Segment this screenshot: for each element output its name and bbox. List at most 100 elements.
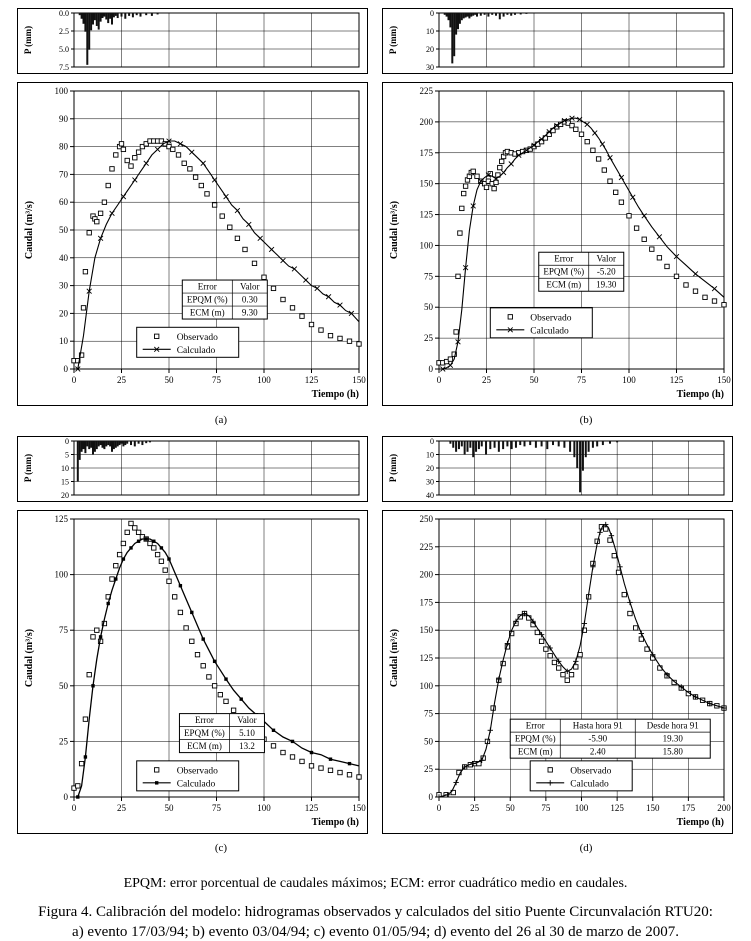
xtick-label: 75 xyxy=(212,375,222,385)
x-axis-label: Tiempo (h) xyxy=(311,817,358,828)
legend-label: Calculado xyxy=(176,779,215,789)
plot-border xyxy=(438,518,724,798)
error-table-cell: 9.30 xyxy=(241,308,257,318)
precip-y-axis-label: P (mm) xyxy=(388,26,398,54)
ytick-label: 125 xyxy=(419,210,433,220)
ytick-label: 200 xyxy=(419,117,433,127)
error-table: Error Valor EPQM (%) 0.30 ECM (m) 9.30 xyxy=(181,279,268,320)
ytick-label: 25 xyxy=(424,333,434,343)
x-axis-label: Tiempo (h) xyxy=(676,817,723,828)
error-table-cell: Error xyxy=(197,282,216,292)
precip-plot-border xyxy=(438,440,724,496)
legend-label: Observado xyxy=(570,766,611,776)
precip-ytick-label: 40 xyxy=(426,491,434,500)
error-table-cell: 5.10 xyxy=(239,728,255,738)
ytick-label: 25 xyxy=(424,764,434,774)
error-table-cell: 19.30 xyxy=(662,734,683,744)
y-axis-label: Caudal (m³/s) xyxy=(24,201,35,259)
panels-grid: 0.0 2.5 5.0 7.5 P (mm) 0 25 50 75 100 125 150 0 10 20… xyxy=(0,8,751,864)
xtick-label: 150 xyxy=(717,375,731,385)
xtick-label: 175 xyxy=(681,803,695,813)
series-calculado xyxy=(435,521,727,800)
error-table-cell: Error xyxy=(525,721,544,731)
xtick-label: 0 xyxy=(71,803,76,813)
hydro-chartbox-c: 0 25 50 75 100 125 150 0 25 50 75 100 125 Caudal (m³/… xyxy=(16,510,368,834)
precip-bars xyxy=(76,441,151,482)
xtick-label: 125 xyxy=(610,803,624,813)
series-observado xyxy=(435,119,727,366)
hydrograph-chart-d: 0 25 50 75 100 125 150 175 200 0 25 50 75 100 125 150 17… xyxy=(389,514,731,828)
ytick-label: 100 xyxy=(419,240,433,250)
series-calculado xyxy=(75,537,359,799)
precip-ytick-label: 20 xyxy=(426,45,434,54)
ytick-label: 125 xyxy=(419,653,433,663)
panel-label-a: (a) xyxy=(214,414,228,426)
precip-chartbox-d: 0 10 20 30 40 P (mm) xyxy=(381,436,733,502)
error-table-cell: Error xyxy=(194,715,213,725)
precip-bars xyxy=(78,13,159,65)
ytick-label: 50 xyxy=(59,225,69,235)
ytick-label: 175 xyxy=(419,597,433,607)
precip-chartbox-b: 0 10 20 30 P (mm) xyxy=(381,8,733,74)
precip-bars xyxy=(443,13,527,64)
ytick-label: 175 xyxy=(419,148,433,158)
ytick-label: 0 xyxy=(63,364,68,374)
ytick-label: 25 xyxy=(59,736,69,746)
xtick-label: 0 xyxy=(436,375,441,385)
ytick-label: 30 xyxy=(59,281,69,291)
xtick-label: 75 xyxy=(212,803,222,813)
precip-ytick-label: 30 xyxy=(426,477,434,486)
error-table: Error Hasta hora 91 Desde hora 91 EPQM (%) -… xyxy=(509,718,711,759)
figure-caption-line1: Figura 4. Calibración del modelo: hidrog… xyxy=(38,904,713,920)
x-axis-label: Tiempo (h) xyxy=(311,389,358,400)
precip-ytick-label: 10 xyxy=(426,27,434,36)
precip-plot-border xyxy=(73,440,359,496)
xtick-label: 0 xyxy=(71,375,76,385)
precip-ytick-label: 5.0 xyxy=(59,45,69,54)
ytick-label: 150 xyxy=(419,625,433,635)
precip-ytick-label: 30 xyxy=(426,63,434,72)
xtick-label: 125 xyxy=(669,375,683,385)
xtick-label: 25 xyxy=(470,803,480,813)
precip-chartbox-c: 0 5 10 15 20 P (mm) xyxy=(16,436,368,502)
xtick-label: 125 xyxy=(304,803,318,813)
precip-ytick-label: 5 xyxy=(65,450,69,459)
figure-caption-line2: a) evento 17/03/94; b) evento 03/04/94; … xyxy=(72,924,679,940)
precip-y-axis-label: P (mm) xyxy=(23,26,33,54)
legend: Observado Calculado xyxy=(529,760,633,792)
xtick-label: 100 xyxy=(257,803,271,813)
precip-chart-b: 0 10 20 30 P (mm) xyxy=(388,9,724,72)
ytick-label: 250 xyxy=(419,514,433,524)
ytick-label: 100 xyxy=(419,681,433,691)
error-table-cell: EPQM (%) xyxy=(514,734,555,744)
legend: Observado Calculado xyxy=(489,307,593,339)
xtick-label: 50 xyxy=(164,375,174,385)
precip-ytick-label: 15 xyxy=(61,477,69,486)
precip-ytick-label: 20 xyxy=(61,491,69,500)
error-table-cell: -5.20 xyxy=(596,267,615,277)
precip-plot-border xyxy=(438,12,724,68)
error-table-cell: Desde hora 91 xyxy=(646,721,698,731)
legend: Observado Calculado xyxy=(135,326,239,358)
error-table-cell: EPQM (%) xyxy=(186,295,227,305)
error-table-cell: 2.40 xyxy=(589,747,605,757)
xtick-label: 50 xyxy=(164,803,174,813)
legend-label: Calculado xyxy=(570,779,609,789)
legend: Observado Calculado xyxy=(135,760,239,792)
error-table-cell: ECM (m) xyxy=(517,747,552,757)
ytick-label: 100 xyxy=(54,570,68,580)
legend-label: Observado xyxy=(176,766,217,776)
panel-label-b: (b) xyxy=(579,414,593,426)
ytick-label: 70 xyxy=(59,169,69,179)
xtick-label: 150 xyxy=(352,803,366,813)
xtick-label: 75 xyxy=(577,375,587,385)
error-table-cell: -5.90 xyxy=(588,734,607,744)
panel-label-d: (d) xyxy=(579,842,593,854)
precip-ytick-label: 0 xyxy=(65,437,69,446)
ytick-label: 60 xyxy=(59,197,69,207)
legend-label: Calculado xyxy=(530,326,569,336)
y-axis-label: Caudal (m³/s) xyxy=(24,629,35,687)
precip-plot-border xyxy=(73,12,359,68)
precip-chart-c: 0 5 10 15 20 P (mm) xyxy=(23,437,359,500)
error-table-cell: ECM (m) xyxy=(546,280,581,290)
